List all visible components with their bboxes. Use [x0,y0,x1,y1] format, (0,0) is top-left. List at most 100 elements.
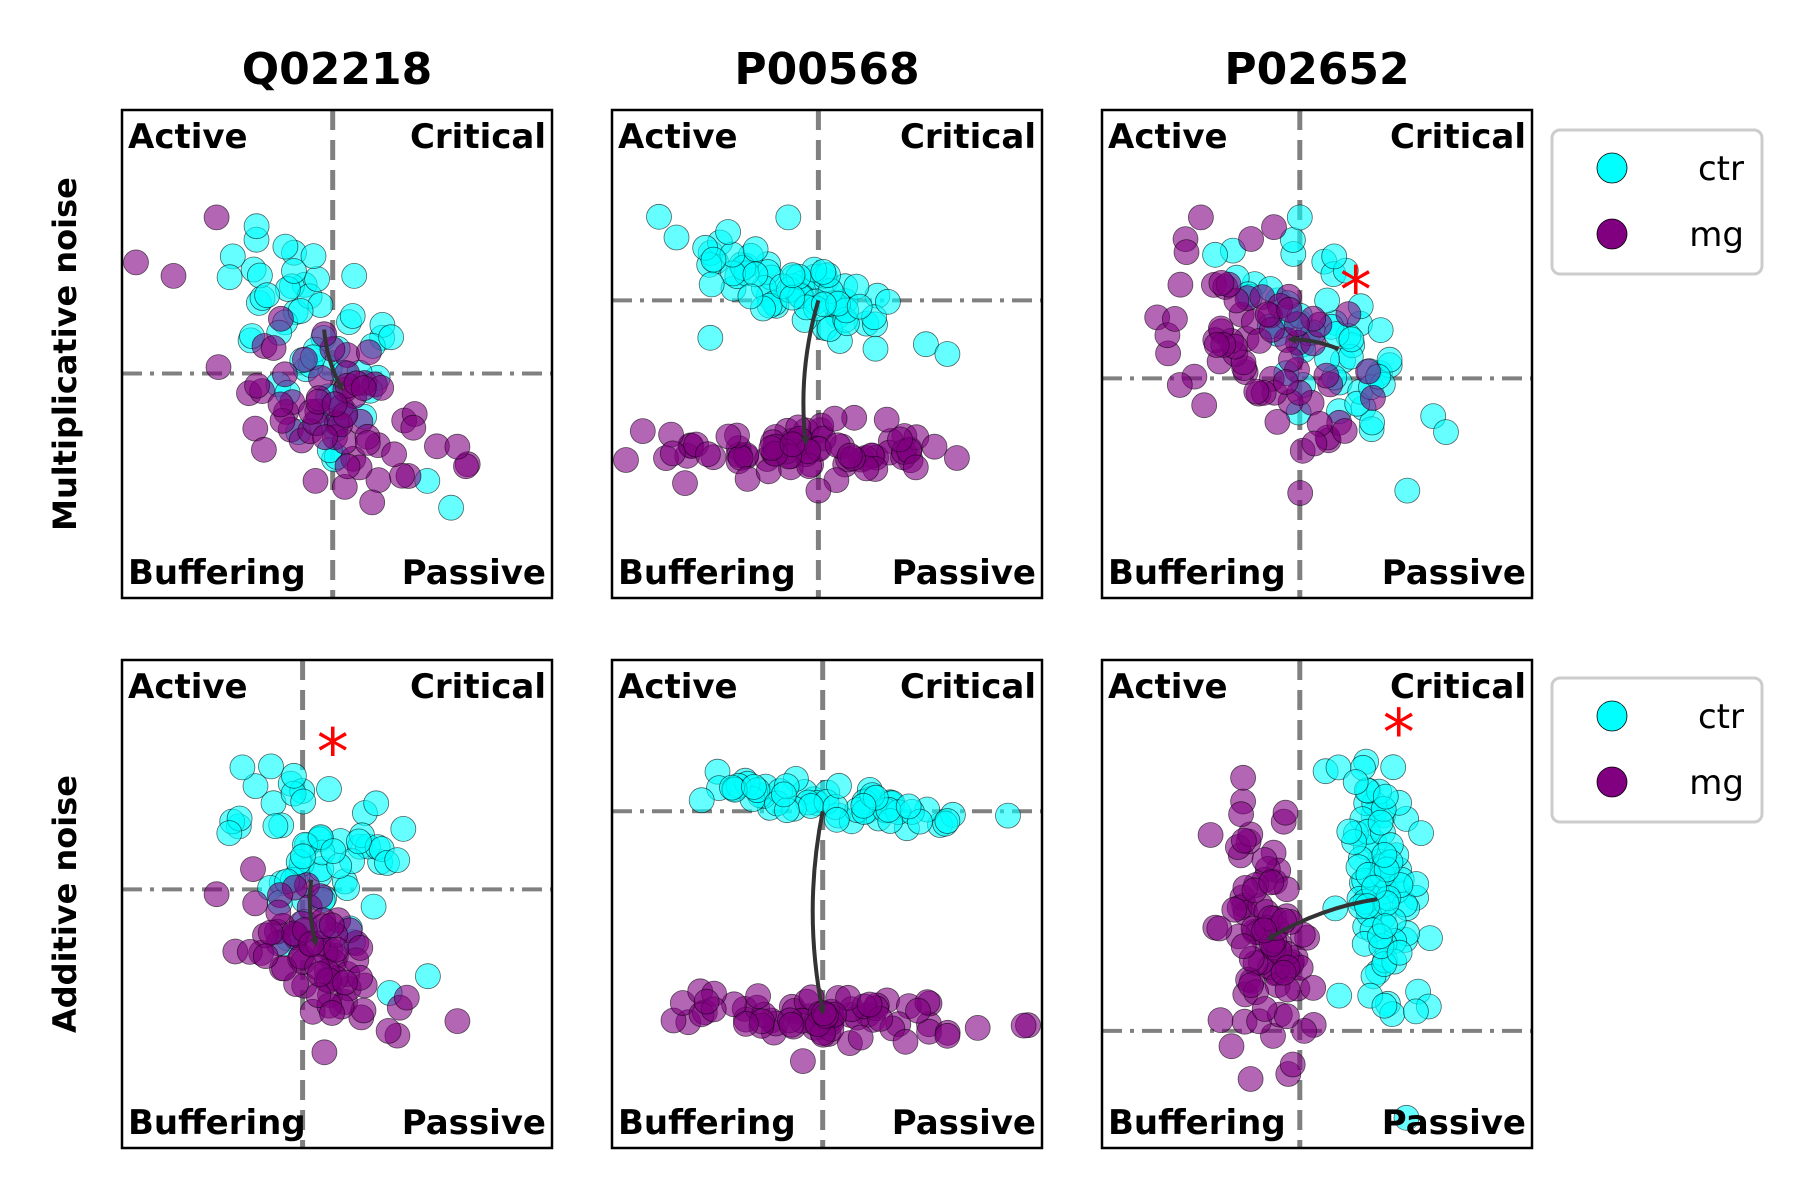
point-ctr [850,792,877,819]
point-mg [887,426,913,453]
point-mg [1231,827,1257,854]
point-mg [902,454,929,481]
point-mg [1230,933,1257,960]
point-mg [613,447,639,473]
point-mg [1162,305,1188,332]
point-ctr [414,963,441,990]
point-ctr [1342,769,1369,795]
point-mg [318,912,345,939]
point-mg [1254,301,1281,328]
point-ctr [862,335,889,362]
point-ctr [1286,204,1313,231]
point-mg [160,262,187,289]
point-ctr [438,494,465,521]
quadrant-label-top-left: Active [128,667,248,707]
point-ctr [934,808,961,834]
series-mg [123,204,481,516]
point-mg [1274,1003,1300,1030]
legend-marker-mg [1596,766,1628,798]
legend-marker-ctr [1596,700,1628,732]
point-mg [1197,822,1224,848]
point-mg [444,433,471,460]
point-mg [805,477,832,504]
quadrant-label-top-left: Active [128,117,248,157]
point-ctr [663,224,690,251]
point-ctr [258,753,284,780]
point-mg [302,467,329,494]
point-ctr [1338,326,1365,353]
point-mg [779,431,806,458]
point-mg [267,305,294,332]
panel-frame [610,658,1044,1150]
panel-3: Active Critical Buffering Passive * P02652 [1100,44,1534,600]
point-mg [350,375,377,402]
point-ctr [779,262,806,289]
point-mg [790,1048,816,1074]
point-mg [203,204,230,231]
point-mg [347,935,374,961]
point-ctr [688,787,715,814]
quadrant-label-top-right: Critical [410,117,546,157]
panel-frame [120,658,554,1150]
point-ctr [775,204,802,231]
point-ctr [1325,754,1352,781]
legend-label-mg: mg [1689,215,1744,255]
point-mg [306,961,333,987]
point-mg [1279,1051,1306,1078]
point-mg [354,429,381,456]
point-ctr [304,266,331,292]
series-mg [660,978,1041,1074]
panel-frame [1100,108,1534,600]
column-title: P00568 [734,44,919,95]
quadrant-label-bottom-left: Buffering [128,553,306,593]
point-ctr [280,762,307,789]
point-mg [1230,764,1256,791]
point-mg [1173,239,1200,266]
point-mg [733,1011,759,1037]
point-mg [659,440,686,467]
point-mg [695,441,721,468]
point-mg [1208,269,1235,296]
point-ctr [363,790,390,817]
point-ctr [1326,982,1353,1009]
point-mg [745,983,771,1009]
point-mg [355,339,382,366]
point-mg [1207,1007,1234,1033]
point-mg [837,442,863,469]
point-mg [1203,332,1230,358]
point-ctr [1371,992,1398,1019]
point-ctr [281,258,307,284]
point-ctr [345,828,372,855]
point-ctr [316,776,342,802]
significance-star: * [1383,697,1415,771]
point-ctr [243,213,270,240]
quadrant-label-bottom-right: Passive [402,1103,546,1143]
point-mg [821,405,848,432]
shift-arrow [1266,897,1378,941]
point-ctr [846,293,873,320]
significance-star: * [317,717,349,791]
point-ctr [1367,809,1394,836]
point-mg [758,435,785,462]
series-ctr [688,758,1021,842]
point-mg [1355,358,1381,385]
point-ctr [216,264,243,291]
point-ctr [216,820,243,846]
point-mg [1010,1012,1037,1039]
point-mg [1335,301,1362,328]
significance-star: * [1340,255,1372,329]
point-ctr [995,802,1021,829]
point-mg [375,1018,402,1044]
quadrant-label-top-right: Critical [900,117,1036,157]
point-mg [312,424,339,451]
point-ctr [826,772,852,799]
point-ctr [272,233,299,260]
point-mg [856,991,883,1018]
point-mg [1166,372,1193,398]
quadrant-label-bottom-right: Passive [402,553,546,593]
point-ctr [719,774,745,801]
point-mg [1206,915,1233,942]
point-ctr [913,331,939,358]
point-mg [252,943,279,969]
point-mg [381,441,408,468]
